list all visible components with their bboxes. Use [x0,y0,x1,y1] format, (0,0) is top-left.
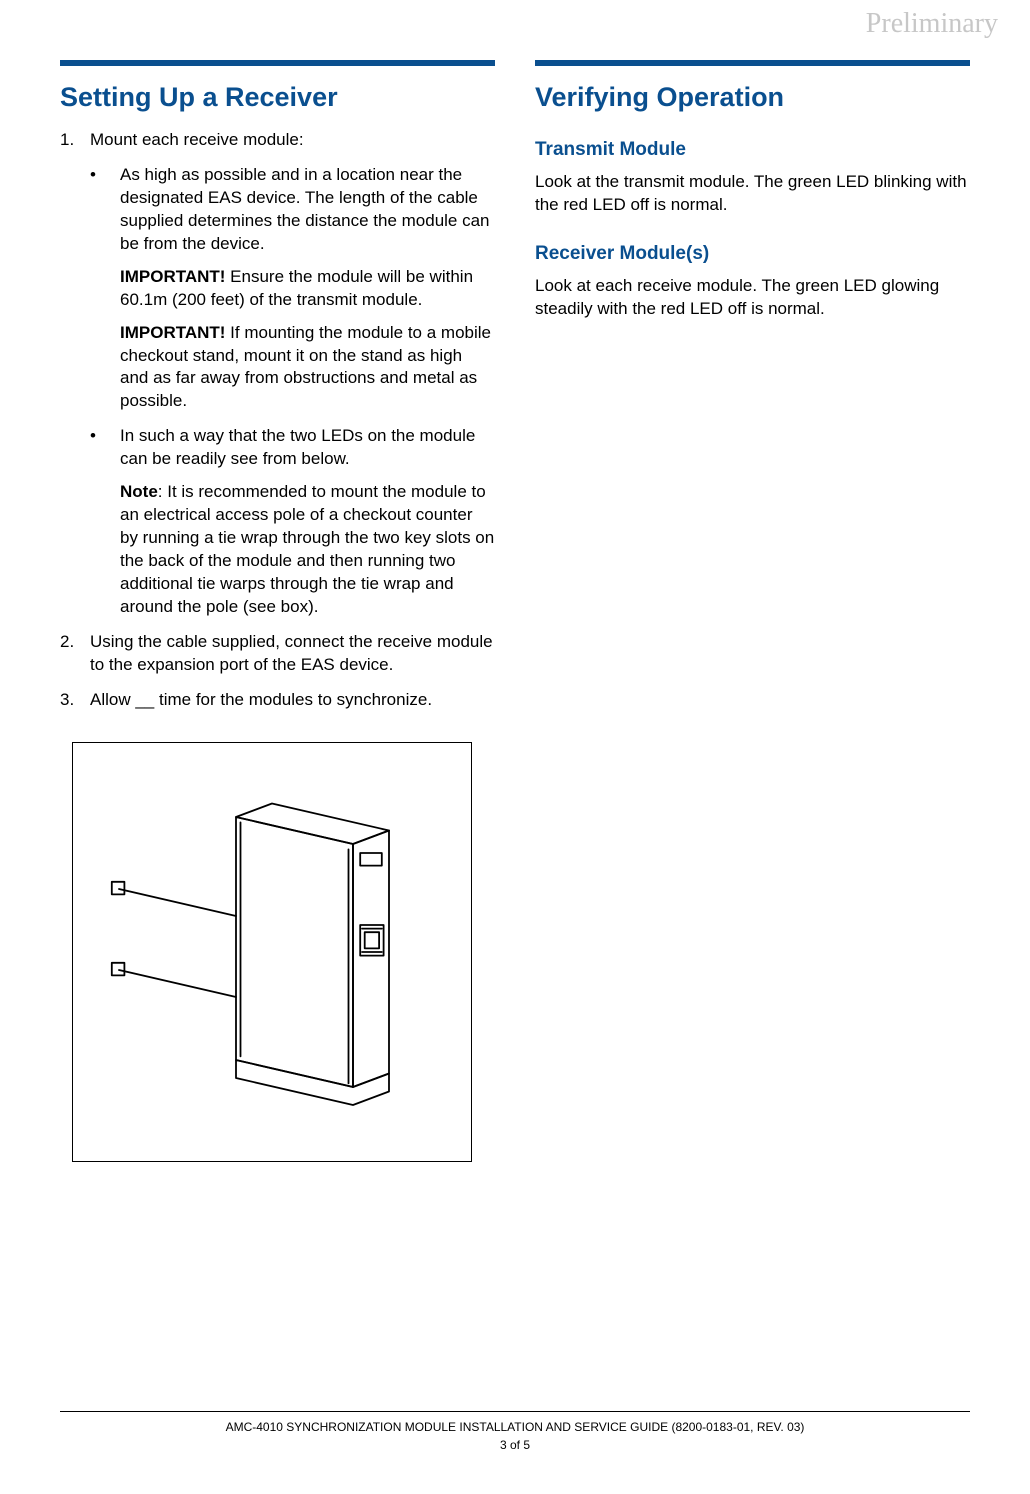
receiver-body: Look at each receive module. The green L… [535,275,970,321]
bullet-text: In such a way that the two LEDs on the m… [120,426,475,468]
step-body: Allow __ time for the modules to synchro… [90,689,495,712]
step-number: 2. [60,631,90,677]
step-number: 3. [60,689,90,712]
section-top-rule [60,60,495,66]
two-column-layout: Setting Up a Receiver 1. Mount each rece… [60,60,970,1162]
subsection-transmit: Transmit Module [535,139,970,161]
step-body: Using the cable supplied, connect the re… [90,631,495,677]
right-column: Verifying Operation Transmit Module Look… [535,60,970,1162]
module-svg [92,762,452,1142]
note-lead: Note [120,482,158,501]
bullet-text: As high as possible and in a location ne… [120,165,490,253]
step-2: 2. Using the cable supplied, connect the… [60,631,495,677]
step-body: Mount each receive module: [90,129,495,152]
footer-page-number: 3 of 5 [60,1436,970,1454]
bullet-marker: • [90,164,120,413]
page-footer: AMC-4010 SYNCHRONIZATION MODULE INSTALLA… [60,1411,970,1454]
note-lead: IMPORTANT! [120,267,225,286]
bullet-item: • In such a way that the two LEDs on the… [90,425,495,619]
footer-doc-id: AMC-4010 SYNCHRONIZATION MODULE INSTALLA… [60,1418,970,1436]
step-1: 1. Mount each receive module: [60,129,495,152]
important-note: IMPORTANT! If mounting the module to a m… [120,322,495,414]
note-lead: IMPORTANT! [120,323,225,342]
step-number: 1. [60,129,90,152]
left-heading: Setting Up a Receiver [60,82,495,113]
important-note: IMPORTANT! Ensure the module will be wit… [120,266,495,312]
bullet-body: In such a way that the two LEDs on the m… [120,425,495,619]
footer-rule [60,1411,970,1412]
transmit-body: Look at the transmit module. The green L… [535,171,970,217]
note-paragraph: Note: It is recommended to mount the mod… [120,481,495,619]
module-illustration [72,742,472,1162]
bullet-body: As high as possible and in a location ne… [120,164,495,413]
section-top-rule [535,60,970,66]
bullet-marker: • [90,425,120,619]
left-column: Setting Up a Receiver 1. Mount each rece… [60,60,495,1162]
step-3: 3. Allow __ time for the modules to sync… [60,689,495,712]
watermark-text: Preliminary [866,8,998,40]
note-text: : It is recommended to mount the module … [120,482,494,616]
right-heading: Verifying Operation [535,82,970,113]
subsection-receiver: Receiver Module(s) [535,243,970,265]
bullet-item: • As high as possible and in a location … [90,164,495,413]
